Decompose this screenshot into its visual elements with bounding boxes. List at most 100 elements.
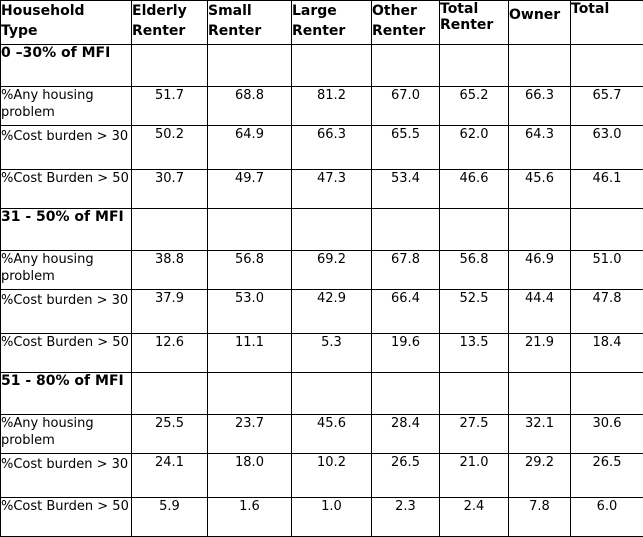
empty-cell	[371, 208, 440, 251]
table-row: %Cost Burden > 50 12.6 11.1 5.3 19.6 13.5 21.9…	[0, 333, 643, 373]
value-cell: 23.7	[207, 414, 292, 454]
empty-cell	[570, 208, 643, 251]
value-cell: 66.3	[291, 125, 372, 170]
header-owner: Owner	[508, 0, 571, 45]
row-label: %Cost burden > 30	[0, 125, 132, 170]
value-cell: 67.0	[371, 86, 440, 126]
value-cell: 53.0	[207, 289, 292, 334]
value-cell: 66.3	[508, 86, 571, 126]
empty-cell	[291, 44, 372, 87]
value-cell: 66.4	[371, 289, 440, 334]
value-cell: 65.2	[439, 86, 509, 126]
table-row: %Any housing problem 51.7 68.8 81.2 67.0 65.2…	[0, 86, 643, 126]
section-label: 0 –30% of MFI	[0, 44, 132, 87]
value-cell: 18.4	[570, 333, 643, 373]
header-label: Other	[372, 3, 417, 19]
value-cell: 47.8	[570, 289, 643, 334]
empty-cell	[207, 372, 292, 415]
value-cell: 12.6	[131, 333, 208, 373]
empty-cell	[570, 44, 643, 87]
row-label: %Cost burden > 30	[0, 289, 132, 334]
value-cell: 13.5	[439, 333, 509, 373]
value-cell: 45.6	[508, 169, 571, 209]
value-cell: 21.9	[508, 333, 571, 373]
header-label: Total	[571, 1, 610, 18]
table-row: %Cost burden > 30 50.2 64.9 66.3 65.5 62.0 64.…	[0, 125, 643, 170]
value-cell: 38.8	[131, 250, 208, 290]
value-cell: 56.8	[439, 250, 509, 290]
value-cell: 30.6	[570, 414, 643, 454]
header-label: Elderly	[132, 3, 187, 19]
value-cell: 26.5	[371, 453, 440, 498]
value-cell: 30.7	[131, 169, 208, 209]
value-cell: 50.2	[131, 125, 208, 170]
empty-cell	[439, 44, 509, 87]
section-row: 51 - 80% of MFI	[0, 372, 643, 415]
value-cell: 5.3	[291, 333, 372, 373]
empty-cell	[207, 44, 292, 87]
row-label: %Any housing problem	[0, 250, 132, 290]
value-cell: 63.0	[570, 125, 643, 170]
row-label: %Cost burden > 30	[0, 453, 132, 498]
value-cell: 51.7	[131, 86, 208, 126]
row-label: %Any housing problem	[0, 414, 132, 454]
value-cell: 10.2	[291, 453, 372, 498]
row-label: %Cost Burden > 50	[0, 169, 132, 209]
value-cell: 32.1	[508, 414, 571, 454]
empty-cell	[508, 208, 571, 251]
value-cell: 5.9	[131, 497, 208, 537]
table-row: %Cost Burden > 50 5.9 1.6 1.0 2.3 2.4 7.8 6.0	[0, 497, 643, 537]
value-cell: 7.8	[508, 497, 571, 537]
header-label: Large	[292, 3, 337, 19]
header-label: Renter	[440, 17, 494, 33]
value-cell: 47.3	[291, 169, 372, 209]
header-household-type: Household Type	[0, 0, 132, 45]
value-cell: 29.2	[508, 453, 571, 498]
value-cell: 56.8	[207, 250, 292, 290]
empty-cell	[570, 372, 643, 415]
row-label: %Cost Burden > 50	[0, 497, 132, 537]
header-other-renter: Other Renter	[371, 0, 440, 45]
section-label: 51 - 80% of MFI	[0, 372, 132, 415]
header-row: Household Type Elderly Renter Small Rent…	[0, 0, 643, 45]
header-label: Total	[440, 1, 479, 18]
header-label: Renter	[292, 23, 346, 39]
header-label: Type	[1, 23, 38, 39]
value-cell: 28.4	[371, 414, 440, 454]
header-large-renter: Large Renter	[291, 0, 372, 45]
row-label: %Any housing problem	[0, 86, 132, 126]
value-cell: 49.7	[207, 169, 292, 209]
value-cell: 65.7	[570, 86, 643, 126]
empty-cell	[291, 372, 372, 415]
value-cell: 46.1	[570, 169, 643, 209]
value-cell: 64.3	[508, 125, 571, 170]
table-row: %Cost Burden > 50 30.7 49.7 47.3 53.4 46.6 45.…	[0, 169, 643, 209]
value-cell: 44.4	[508, 289, 571, 334]
value-cell: 19.6	[371, 333, 440, 373]
empty-cell	[291, 208, 372, 251]
value-cell: 25.5	[131, 414, 208, 454]
value-cell: 69.2	[291, 250, 372, 290]
value-cell: 46.9	[508, 250, 571, 290]
value-cell: 2.4	[439, 497, 509, 537]
value-cell: 65.5	[371, 125, 440, 170]
value-cell: 1.6	[207, 497, 292, 537]
empty-cell	[508, 372, 571, 415]
value-cell: 64.9	[207, 125, 292, 170]
header-label: Renter	[132, 23, 186, 39]
value-cell: 62.0	[439, 125, 509, 170]
value-cell: 37.9	[131, 289, 208, 334]
table-row: %Any housing problem 38.8 56.8 69.2 67.8 56.8…	[0, 250, 643, 290]
header-label: Owner	[509, 7, 561, 23]
value-cell: 68.8	[207, 86, 292, 126]
value-cell: 2.3	[371, 497, 440, 537]
empty-cell	[207, 208, 292, 251]
header-total-renter: Total Renter	[439, 0, 509, 45]
value-cell: 81.2	[291, 86, 372, 126]
header-label: Small	[208, 3, 252, 19]
table-row: %Any housing problem 25.5 23.7 45.6 28.4 27.5…	[0, 414, 643, 454]
empty-cell	[508, 44, 571, 87]
table-row: %Cost burden > 30 37.9 53.0 42.9 66.4 52.5 44.…	[0, 289, 643, 334]
section-row: 0 –30% of MFI	[0, 44, 643, 87]
